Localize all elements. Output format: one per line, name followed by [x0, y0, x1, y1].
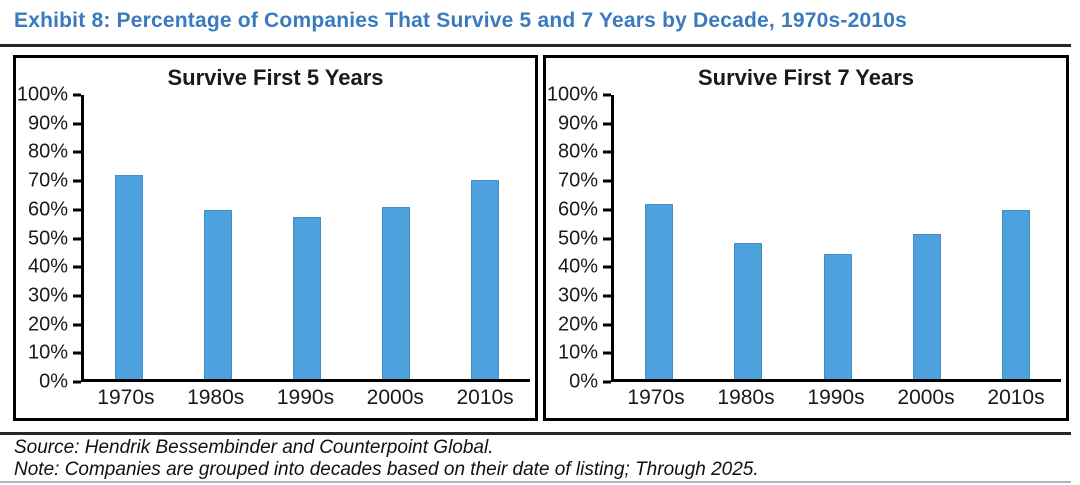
x-tick-label: 1990s [807, 386, 865, 409]
y-tick-mark [603, 265, 611, 269]
page-title: Exhibit 8: Percentage of Companies That … [14, 9, 907, 32]
x-tick-label: 1980s [717, 386, 775, 409]
x-tick-label: 2010s [456, 386, 514, 409]
bar-slot-2010s [441, 95, 530, 379]
y-tick-mark [603, 150, 611, 154]
y-tick-label: 10% [27, 341, 68, 364]
y-tick-label: 60% [557, 198, 598, 221]
y-tick-mark [603, 237, 611, 240]
y-tick-mark [73, 265, 81, 269]
y-tick-mark [73, 351, 81, 355]
y-tick-mark [73, 294, 81, 298]
y-tick-label: 70% [557, 169, 598, 192]
x-tick-label: 1970s [97, 386, 155, 409]
bar-2000s [912, 234, 941, 379]
y-tick-mark [73, 122, 81, 126]
bar-slot-2000s [352, 95, 441, 379]
bar-slot-1990s [262, 95, 351, 379]
y-tick-mark [73, 208, 81, 212]
y-tick-label: 40% [27, 255, 68, 278]
title-divider [0, 44, 1071, 47]
y-tick-mark [603, 122, 611, 126]
y-tick-mark [73, 237, 81, 240]
y-tick-mark [603, 294, 611, 298]
x-tick-label: 1990s [276, 386, 335, 409]
x-axis-labels: 1970s 1980s 1990s 2000s 2010s [81, 386, 530, 414]
x-axis-labels: 1970s 1980s 1990s 2000s 2010s [611, 386, 1061, 414]
bar-1970s [644, 204, 673, 379]
y-tick-label: 0% [569, 370, 598, 393]
y-tick-mark [603, 93, 611, 97]
y-tick-label: 90% [27, 112, 68, 135]
bar-1990s [293, 217, 321, 379]
y-tick-label: 50% [557, 227, 598, 249]
bar-slot-1980s [173, 95, 262, 379]
y-tick-label: 10% [557, 341, 598, 364]
y-tick-label: 50% [27, 227, 68, 249]
bar-1990s [823, 254, 852, 379]
y-tick-mark [603, 323, 611, 327]
bottom-divider [0, 481, 1071, 483]
footer-divider [0, 432, 1071, 435]
bar-2000s [382, 207, 411, 379]
chart-survive-7-years: Survive First 7 Years 0% 10% 20% 30% 40% 50% 6… [543, 55, 1069, 421]
chart-title: Survive First 7 Years [697, 65, 915, 90]
bar-slot-1970s [614, 95, 703, 379]
y-tick-label: 100% [16, 83, 68, 106]
bar-1980s [203, 210, 232, 379]
y-tick-mark [603, 351, 611, 355]
y-tick-label: 100% [546, 83, 598, 106]
y-tick-mark [73, 179, 81, 183]
y-tick-label: 30% [557, 284, 598, 307]
bar-2010s [1002, 210, 1031, 379]
y-tick-mark [603, 179, 611, 183]
x-tick-label: 2010s [987, 386, 1045, 409]
chart-title: Survive First 5 Years [167, 65, 384, 90]
y-tick-label: 40% [557, 255, 598, 278]
x-tick-label: 1980s [187, 386, 245, 409]
y-axis: 0% 10% 20% 30% 40% 50% 60% 70% 80% 90% 100% [16, 84, 81, 393]
bar-2010s [471, 180, 500, 379]
x-tick-label: 2000s [366, 386, 424, 409]
y-tick-mark [73, 150, 81, 154]
y-tick-label: 60% [27, 198, 68, 221]
bar-slot-1990s [793, 95, 882, 379]
bar-slot-2000s [882, 95, 971, 379]
note-text: Note: Companies are grouped into decades… [14, 459, 759, 480]
plot-area [611, 95, 1061, 382]
x-tick-label: 1970s [627, 386, 685, 409]
y-tick-label: 80% [557, 140, 598, 163]
y-tick-label: 90% [557, 112, 598, 135]
y-tick-mark [73, 93, 81, 97]
source-text: Source: Hendrik Bessembinder and Counter… [14, 437, 494, 458]
bar-1980s [734, 242, 763, 379]
chart-survive-5-years: Survive First 5 Years 0% 10% 20% 30% 40% 50% 6… [13, 55, 538, 421]
y-tick-mark [73, 323, 81, 327]
y-tick-mark [603, 208, 611, 212]
y-tick-label: 80% [27, 140, 68, 163]
y-tick-label: 0% [39, 370, 68, 393]
y-tick-label: 20% [27, 313, 68, 336]
y-tick-mark [73, 380, 81, 384]
y-tick-label: 30% [27, 284, 68, 307]
x-tick-label: 2000s [897, 386, 955, 409]
bar-slot-1970s [84, 95, 173, 379]
y-tick-label: 70% [27, 169, 68, 192]
bar-slot-2010s [972, 95, 1061, 379]
y-tick-label: 20% [557, 313, 598, 336]
y-tick-mark [603, 380, 611, 384]
y-axis: 0% 10% 20% 30% 40% 50% 60% 70% 80% 90% 100% [546, 84, 611, 393]
bar-1970s [114, 174, 143, 379]
bar-slot-1980s [703, 95, 792, 379]
plot-area [81, 95, 530, 382]
